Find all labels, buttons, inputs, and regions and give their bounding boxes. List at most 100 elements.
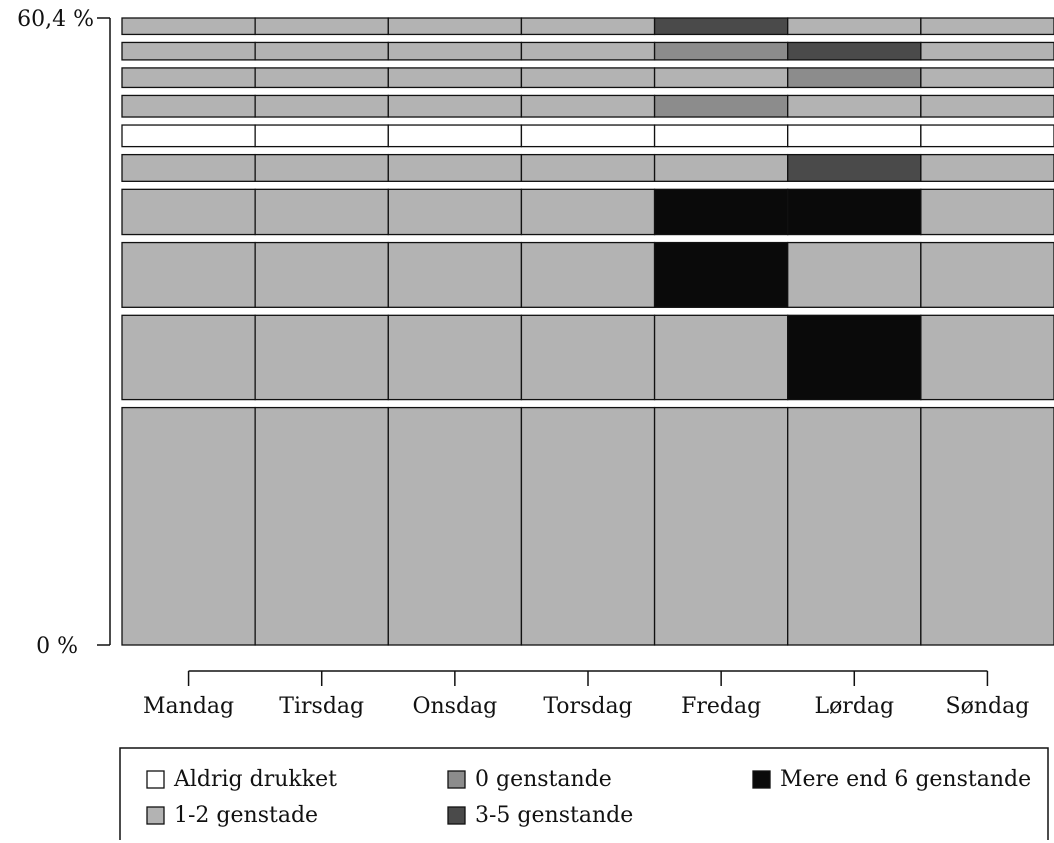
chart-row-1 bbox=[121, 406, 1054, 646]
legend-frame bbox=[119, 747, 1049, 840]
cell-row1-lørdag bbox=[787, 406, 922, 646]
cell-row8-søndag bbox=[920, 67, 1054, 89]
cell-row9-mandag bbox=[121, 41, 256, 61]
cell-row4-tirsdag bbox=[254, 188, 389, 236]
cell-row2-søndag bbox=[920, 314, 1054, 401]
chart-row-4 bbox=[121, 188, 1054, 236]
x-tick-label: Lørdag bbox=[814, 694, 894, 719]
cell-row6-søndag bbox=[920, 124, 1054, 148]
y-tick-label-top: 60,4 % bbox=[17, 7, 94, 32]
cell-row4-mandag bbox=[121, 188, 256, 236]
cell-row9-tirsdag bbox=[254, 41, 389, 61]
cell-row5-fredag bbox=[653, 153, 789, 182]
cell-row5-søndag bbox=[920, 153, 1054, 182]
cell-row6-tirsdag bbox=[254, 124, 389, 148]
legend-label: Aldrig drukket bbox=[173, 767, 337, 792]
cell-row6-torsdag bbox=[520, 124, 656, 148]
cell-row3-lørdag bbox=[787, 241, 922, 308]
cell-row7-onsdag bbox=[387, 94, 523, 118]
x-tick-label: Mandag bbox=[143, 694, 234, 719]
legend-swatch bbox=[146, 806, 165, 825]
legend-swatch bbox=[447, 806, 466, 825]
cell-row3-tirsdag bbox=[254, 241, 389, 308]
cell-row2-tirsdag bbox=[254, 314, 389, 401]
cell-row5-tirsdag bbox=[254, 153, 389, 182]
legend-item: Mere end 6 genstande bbox=[752, 767, 1031, 792]
legend-label: 3-5 genstande bbox=[475, 803, 633, 828]
cell-row3-torsdag bbox=[520, 241, 656, 308]
legend-swatch bbox=[146, 770, 165, 789]
cell-row1-tirsdag bbox=[254, 406, 389, 646]
cell-row4-torsdag bbox=[520, 188, 656, 236]
cell-row7-lørdag bbox=[787, 94, 922, 118]
cell-row5-mandag bbox=[121, 153, 256, 182]
cell-row8-tirsdag bbox=[254, 67, 389, 89]
cell-row9-onsdag bbox=[387, 41, 523, 61]
cell-row2-lørdag bbox=[787, 314, 922, 401]
cell-row7-tirsdag bbox=[254, 94, 389, 118]
cell-row2-torsdag bbox=[520, 314, 656, 401]
cell-row10-mandag bbox=[121, 17, 256, 36]
cell-row4-søndag bbox=[920, 188, 1054, 236]
cell-row3-mandag bbox=[121, 241, 256, 308]
chart-row-10 bbox=[121, 17, 1054, 36]
legend-item: 1-2 genstade bbox=[146, 803, 318, 828]
cell-row4-onsdag bbox=[387, 188, 523, 236]
cell-row6-mandag bbox=[121, 124, 256, 148]
legend-swatch bbox=[447, 770, 466, 789]
x-tick-label: Fredag bbox=[681, 694, 761, 719]
cell-row10-tirsdag bbox=[254, 17, 389, 36]
cell-row3-onsdag bbox=[387, 241, 523, 308]
cell-row4-fredag bbox=[653, 188, 789, 236]
cell-row1-søndag bbox=[920, 406, 1054, 646]
cell-row7-fredag bbox=[653, 94, 789, 118]
cell-row2-onsdag bbox=[387, 314, 523, 401]
legend-item: 3-5 genstande bbox=[447, 803, 633, 828]
cell-row10-onsdag bbox=[387, 17, 523, 36]
cell-row10-lørdag bbox=[787, 17, 922, 36]
cell-row6-onsdag bbox=[387, 124, 523, 148]
cell-row9-søndag bbox=[920, 41, 1054, 61]
cell-row10-torsdag bbox=[520, 17, 656, 36]
cell-row8-torsdag bbox=[520, 67, 656, 89]
y-axis: 60,4 % 0 % bbox=[17, 7, 111, 659]
chart-row-7 bbox=[121, 94, 1054, 118]
legend: Aldrig drukket 0 genstande Mere end 6 gens… bbox=[119, 747, 1049, 840]
chart-row-8 bbox=[121, 67, 1054, 89]
y-tick-label-bottom: 0 % bbox=[36, 634, 78, 659]
cell-row9-lørdag bbox=[787, 41, 922, 61]
cell-row3-fredag bbox=[653, 241, 789, 308]
cell-row9-fredag bbox=[653, 41, 789, 61]
cell-row8-fredag bbox=[653, 67, 789, 89]
cell-row3-søndag bbox=[920, 241, 1054, 308]
cell-row7-søndag bbox=[920, 94, 1054, 118]
cell-row5-lørdag bbox=[787, 153, 922, 182]
chart-row-3 bbox=[121, 241, 1054, 308]
chart-row-9 bbox=[121, 41, 1054, 61]
cell-row1-torsdag bbox=[520, 406, 656, 646]
cell-row8-onsdag bbox=[387, 67, 523, 89]
cell-row8-mandag bbox=[121, 67, 256, 89]
legend-label: 0 genstande bbox=[475, 767, 612, 792]
x-tick-label: Torsdag bbox=[543, 694, 632, 719]
cell-row1-fredag bbox=[653, 406, 789, 646]
legend-swatch bbox=[752, 770, 771, 789]
cell-row1-mandag bbox=[121, 406, 256, 646]
cell-row2-fredag bbox=[653, 314, 789, 401]
cell-row6-fredag bbox=[653, 124, 789, 148]
cell-row10-søndag bbox=[920, 17, 1054, 36]
x-axis: Mandag Tirsdag Onsdag Torsdag Fredag Lørdag Sø… bbox=[143, 670, 1029, 719]
chart-row-5 bbox=[121, 153, 1054, 182]
cell-row1-onsdag bbox=[387, 406, 523, 646]
legend-label: 1-2 genstade bbox=[174, 803, 318, 828]
x-tick-label: Tirsdag bbox=[279, 694, 364, 719]
chart-row-2 bbox=[121, 314, 1054, 401]
cell-row5-torsdag bbox=[520, 153, 656, 182]
cell-row9-torsdag bbox=[520, 41, 656, 61]
chart-row-6 bbox=[121, 124, 1054, 148]
cell-row6-lørdag bbox=[787, 124, 922, 148]
cell-row8-lørdag bbox=[787, 67, 922, 89]
legend-label: Mere end 6 genstande bbox=[780, 767, 1031, 792]
cell-row4-lørdag bbox=[787, 188, 922, 236]
